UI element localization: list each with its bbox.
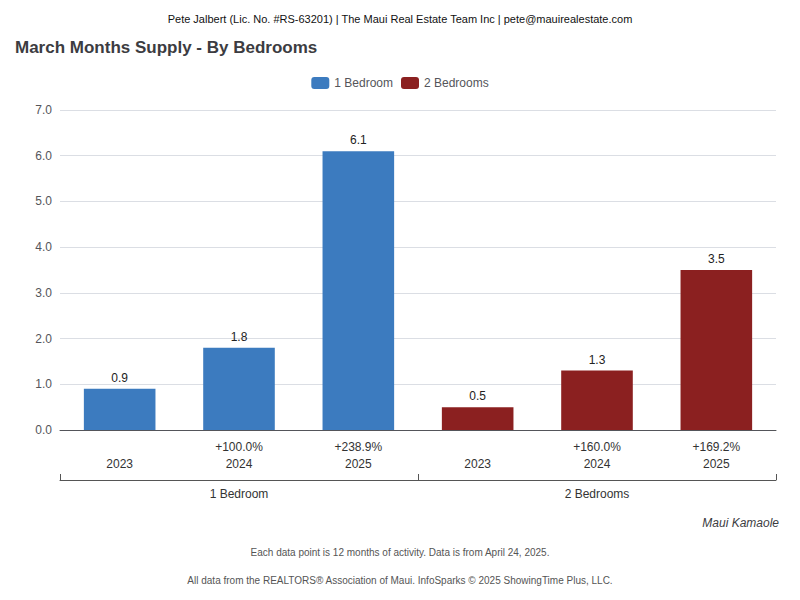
svg-text:2 Bedrooms: 2 Bedrooms bbox=[565, 487, 630, 501]
svg-text:1.3: 1.3 bbox=[589, 353, 606, 367]
svg-text:2023: 2023 bbox=[106, 457, 133, 471]
svg-text:1.0: 1.0 bbox=[35, 377, 52, 391]
svg-text:Pete Jalbert (Lic. No. #RS-632: Pete Jalbert (Lic. No. #RS-63201) | The … bbox=[168, 13, 633, 25]
svg-text:All data from the REALTORS® As: All data from the REALTORS® Association … bbox=[187, 575, 612, 586]
svg-text:2023: 2023 bbox=[464, 457, 491, 471]
svg-text:7.0: 7.0 bbox=[35, 103, 52, 117]
svg-text:4.0: 4.0 bbox=[35, 240, 52, 254]
svg-text:6.0: 6.0 bbox=[35, 149, 52, 163]
svg-text:2024: 2024 bbox=[226, 457, 253, 471]
svg-text:1.8: 1.8 bbox=[231, 330, 248, 344]
svg-text:Each data point is 12 months o: Each data point is 12 months of activity… bbox=[251, 547, 550, 558]
svg-text:1 Bedroom: 1 Bedroom bbox=[334, 76, 393, 90]
svg-text:+169.2%: +169.2% bbox=[692, 440, 740, 454]
svg-text:2025: 2025 bbox=[345, 457, 372, 471]
svg-text:Maui Kamaole: Maui Kamaole bbox=[702, 516, 779, 530]
svg-text:5.0: 5.0 bbox=[35, 194, 52, 208]
svg-text:3.5: 3.5 bbox=[708, 252, 725, 266]
svg-text:2025: 2025 bbox=[703, 457, 730, 471]
svg-text:+160.0%: +160.0% bbox=[573, 440, 621, 454]
svg-text:2024: 2024 bbox=[584, 457, 611, 471]
svg-text:+100.0%: +100.0% bbox=[215, 440, 263, 454]
svg-text:0.0: 0.0 bbox=[35, 423, 52, 437]
svg-text:3.0: 3.0 bbox=[35, 286, 52, 300]
svg-text:1 Bedroom: 1 Bedroom bbox=[210, 487, 269, 501]
svg-text:2 Bedrooms: 2 Bedrooms bbox=[424, 76, 489, 90]
svg-text:0.5: 0.5 bbox=[469, 389, 486, 403]
svg-text:2.0: 2.0 bbox=[35, 332, 52, 346]
svg-text:+238.9%: +238.9% bbox=[334, 440, 382, 454]
svg-text:March Months Supply - By Bedro: March Months Supply - By Bedrooms bbox=[15, 38, 317, 57]
svg-text:6.1: 6.1 bbox=[350, 133, 367, 147]
svg-text:0.9: 0.9 bbox=[111, 371, 128, 385]
